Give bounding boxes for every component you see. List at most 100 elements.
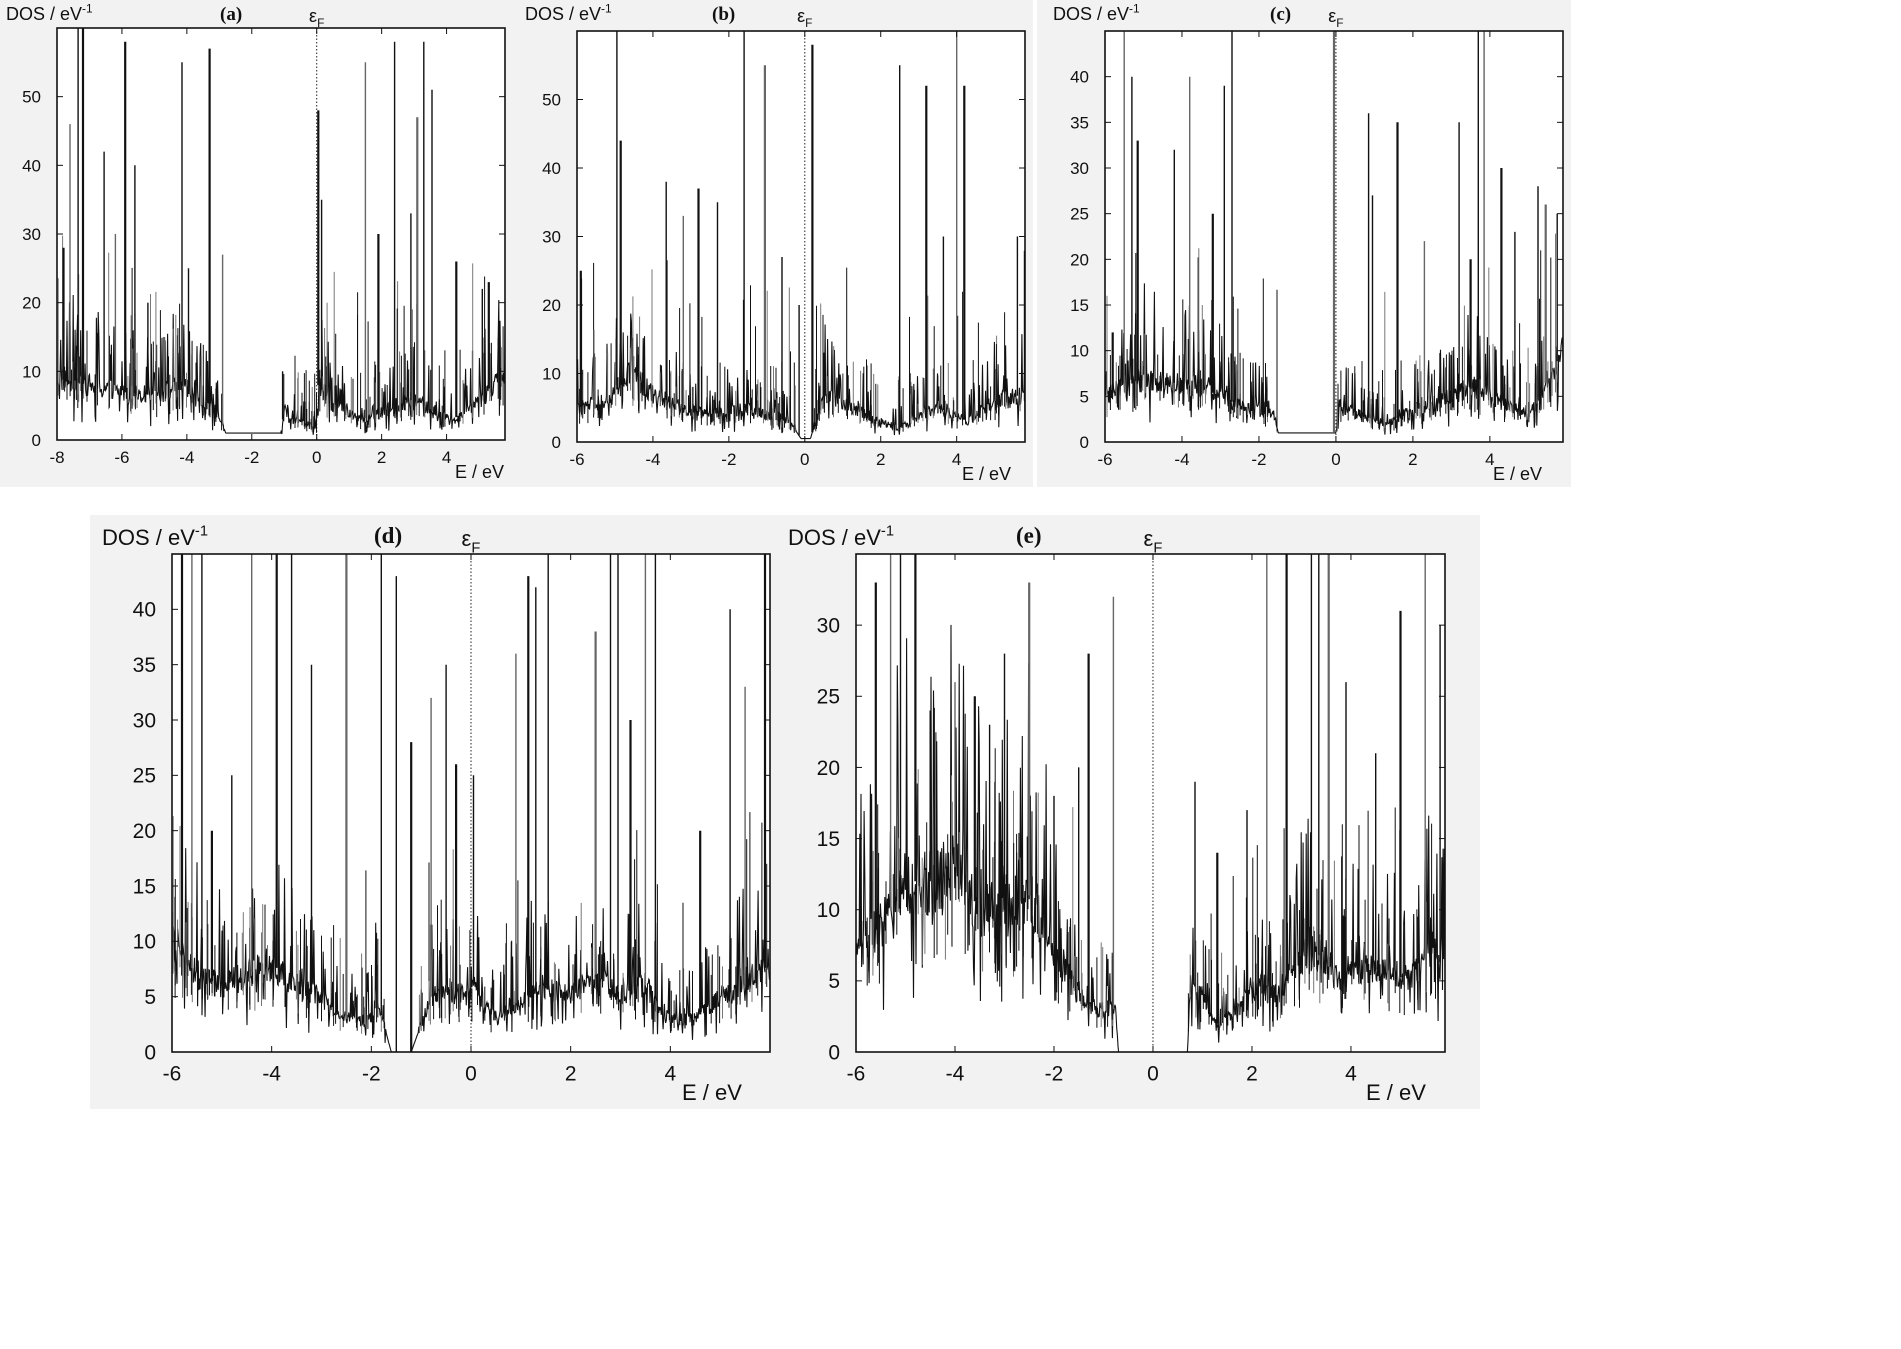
- y-tick-label: 10: [22, 362, 41, 381]
- y-tick-label: 40: [1070, 68, 1089, 87]
- x-tick-label: 4: [442, 448, 451, 467]
- fermi-label-subscript: F: [805, 16, 812, 30]
- x-tick-label: 2: [1246, 1062, 1258, 1085]
- dos-chart-e: 0 5 10 15 20 25 30 -6 -4 -2 0 2 4 DOS / eV-1 (e) εF E / …: [788, 523, 1446, 1105]
- y-tick-label: 25: [1070, 205, 1089, 224]
- y-tick-label: 30: [542, 227, 561, 246]
- x-tick-label: 4: [1345, 1062, 1357, 1085]
- x-tick-label: 4: [1485, 450, 1494, 469]
- fermi-label-subscript: F: [1336, 16, 1343, 30]
- y-tick-label: 5: [144, 986, 156, 1009]
- x-axis-label: E / eV: [962, 464, 1011, 484]
- chart-panel-c: 0 5 10 15 20 25 30 35 40 -6 -4 -2 0 2 4 DOS / eV-1 (c) εF…: [1037, 0, 1571, 487]
- y-tick-label: 0: [1080, 433, 1089, 452]
- x-tick-label: 0: [465, 1062, 477, 1085]
- fermi-level-label: εF: [797, 6, 812, 30]
- panel-label: (b): [712, 4, 735, 25]
- fermi-label-subscript: F: [1153, 540, 1162, 556]
- dos-chart-d: 0 5 10 15 20 25 30 35 40 -6 -4 -2 0 2 4 DOS / eV-1 (d) εF…: [102, 523, 771, 1105]
- x-tick-label: -6: [1097, 450, 1112, 469]
- plot-frame: [855, 553, 1446, 1053]
- fermi-label-symbol: ε: [1144, 526, 1154, 551]
- y-tick-label: 10: [817, 899, 840, 922]
- x-axis-label: E / eV: [682, 1080, 742, 1105]
- y-tick-label: 0: [828, 1041, 840, 1064]
- fermi-level-label: εF: [1144, 526, 1163, 556]
- x-tick-label: 2: [876, 450, 885, 469]
- chart-panel-b: 0 10 20 30 40 50 -6 -4 -2 0 2 4 DOS / eV-1 (b) εF E / e…: [515, 0, 1033, 487]
- y-axis-label-superscript: -1: [195, 524, 208, 540]
- y-tick-label: 0: [32, 431, 41, 450]
- dos-trace: [856, 624, 1445, 1052]
- fermi-label-symbol: ε: [1328, 6, 1336, 26]
- fermi-level-label: εF: [462, 526, 481, 556]
- plot-area: [856, 554, 1445, 1052]
- y-axis-label-text: DOS / eV: [525, 4, 601, 24]
- y-tick-label: 15: [817, 828, 840, 851]
- fermi-level-label: εF: [309, 6, 324, 30]
- y-tick-label: 10: [133, 931, 156, 954]
- x-tick-label: 0: [1331, 450, 1340, 469]
- x-tick-label: -2: [244, 448, 259, 467]
- fermi-label-symbol: ε: [797, 6, 805, 26]
- x-tick-label: -2: [1045, 1062, 1064, 1085]
- x-tick-label: -4: [1174, 450, 1189, 469]
- y-tick-label: 30: [133, 709, 156, 732]
- y-tick-label: 20: [542, 296, 561, 315]
- fermi-level-label: εF: [1328, 6, 1343, 30]
- y-tick-label: 35: [133, 654, 156, 677]
- x-tick-label: 0: [800, 450, 809, 469]
- x-tick-label: 0: [312, 448, 321, 467]
- data-layer: [172, 554, 770, 1052]
- y-axis-label: DOS / eV-1: [102, 524, 208, 550]
- chart-panel-e: 0 5 10 15 20 25 30 -6 -4 -2 0 2 4 DOS / eV-1 (e) εF E / …: [780, 515, 1480, 1109]
- x-tick-label: 2: [565, 1062, 577, 1085]
- y-tick-label: 40: [22, 156, 41, 175]
- data-layer: [577, 31, 1025, 442]
- y-axis-label-superscript: -1: [82, 1, 93, 15]
- fermi-label-symbol: ε: [462, 526, 472, 551]
- x-tick-label: -4: [179, 448, 194, 467]
- y-tick-label: 10: [1070, 342, 1089, 361]
- x-tick-label: -4: [946, 1062, 965, 1085]
- x-tick-label: 0: [1147, 1062, 1159, 1085]
- y-tick-label: 0: [552, 433, 561, 452]
- chart-panel-a: 0 10 20 30 40 50 -8 -6 -4 -2 0 2 4 DOS / eV-1 (a) εF E /…: [0, 0, 515, 487]
- x-tick-label: -6: [114, 448, 129, 467]
- y-axis-label: DOS / eV-1: [1053, 1, 1140, 24]
- chart-panel-d: 0 5 10 15 20 25 30 35 40 -6 -4 -2 0 2 4 DOS / eV-1 (d) εF…: [90, 515, 780, 1109]
- x-tick-label: 4: [952, 450, 961, 469]
- y-axis-label-text: DOS / eV: [1053, 4, 1129, 24]
- y-axis-label-superscript: -1: [601, 1, 612, 15]
- fermi-label-subscript: F: [471, 540, 480, 556]
- x-tick-label: -4: [645, 450, 660, 469]
- y-tick-label: 40: [133, 599, 156, 622]
- y-tick-label: 50: [542, 90, 561, 109]
- x-axis-label: E / eV: [455, 462, 504, 482]
- x-tick-label: -6: [163, 1062, 182, 1085]
- y-tick-label: 25: [133, 765, 156, 788]
- y-tick-label: 30: [1070, 159, 1089, 178]
- y-tick-label: 35: [1070, 113, 1089, 132]
- panel-label: (d): [374, 523, 402, 548]
- x-tick-label: -8: [49, 448, 64, 467]
- y-tick-label: 50: [22, 88, 41, 107]
- x-tick-label: -6: [569, 450, 584, 469]
- y-tick-label: 25: [817, 686, 840, 709]
- fermi-label-symbol: ε: [309, 6, 317, 26]
- plot-frame: [1104, 30, 1564, 443]
- panel-label: (e): [1016, 523, 1042, 548]
- y-axis-label: DOS / eV-1: [788, 524, 894, 550]
- y-tick-label: 30: [22, 225, 41, 244]
- dos-chart-b: 0 10 20 30 40 50 -6 -4 -2 0 2 4 DOS / eV-1 (b) εF E / e…: [525, 1, 1026, 484]
- data-layer: [1105, 31, 1563, 442]
- y-axis-label-superscript: -1: [1129, 1, 1140, 15]
- y-tick-label: 20: [22, 294, 41, 313]
- y-axis-label-text: DOS / eV: [788, 525, 881, 550]
- y-tick-label: 15: [133, 875, 156, 898]
- dos-chart-a: 0 10 20 30 40 50 -8 -6 -4 -2 0 2 4 DOS / eV-1 (a) εF E /…: [6, 1, 506, 482]
- y-axis-label-superscript: -1: [881, 524, 894, 540]
- x-tick-label: -6: [847, 1062, 866, 1085]
- y-axis-label-text: DOS / eV: [102, 525, 195, 550]
- panel-label: (a): [220, 4, 242, 25]
